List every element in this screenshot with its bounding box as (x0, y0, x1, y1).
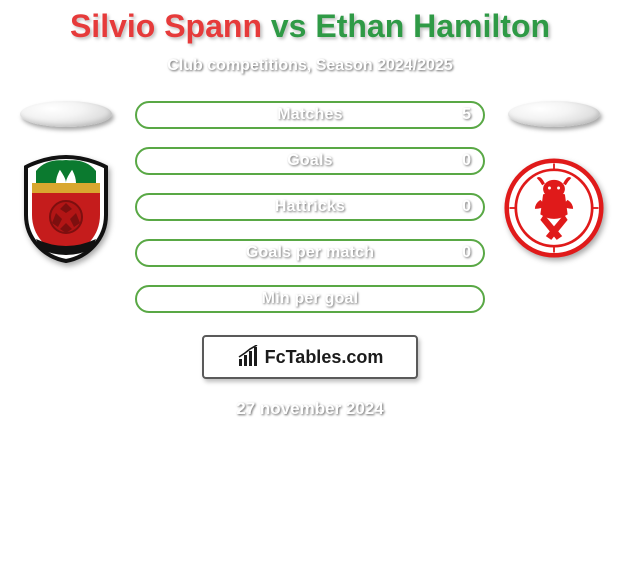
stat-row-goals: Goals 0 (135, 147, 485, 175)
title-player-right: Ethan Hamilton (315, 8, 550, 44)
stat-row-goals-per-match: Goals per match 0 (135, 239, 485, 267)
brand-text: FcTables.com (265, 347, 384, 368)
stat-label: Hattricks (275, 198, 345, 216)
page-title: Silvio Spann vs Ethan Hamilton (0, 0, 620, 45)
right-player-column (499, 101, 609, 263)
stat-label: Goals (287, 152, 332, 170)
title-vs: vs (262, 8, 315, 44)
stat-label: Min per goal (262, 290, 359, 308)
stat-row-min-per-goal: Min per goal (135, 285, 485, 313)
left-player-column (11, 101, 121, 263)
right-player-placeholder (508, 101, 600, 127)
stat-row-hattricks: Hattricks 0 (135, 193, 485, 221)
stats-column: Matches 5 Goals 0 Hattricks 0 Goals per … (135, 101, 485, 313)
brand-watermark[interactable]: FcTables.com (202, 335, 418, 379)
wrexham-crest-icon (16, 153, 116, 263)
stat-label: Matches (277, 106, 342, 124)
stat-right-value: 0 (462, 198, 471, 216)
subtitle: Club competitions, Season 2024/2025 (0, 57, 620, 75)
stat-right-value: 5 (462, 106, 471, 124)
comparison-layout: Matches 5 Goals 0 Hattricks 0 Goals per … (0, 101, 620, 313)
left-club-badge (16, 153, 116, 263)
right-club-badge (504, 153, 604, 263)
stat-right-value: 0 (462, 152, 471, 170)
snapshot-date: 27 november 2024 (0, 399, 620, 419)
stat-label: Goals per match (246, 244, 374, 262)
lincoln-crest-icon (504, 153, 604, 263)
stat-right-value: 0 (462, 244, 471, 262)
title-player-left: Silvio Spann (70, 8, 262, 44)
left-player-placeholder (20, 101, 112, 127)
stat-row-matches: Matches 5 (135, 101, 485, 129)
barchart-icon (237, 345, 261, 369)
